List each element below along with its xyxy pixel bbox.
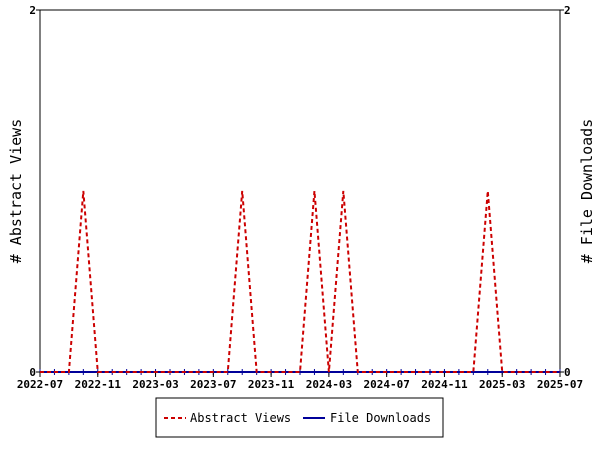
legend-label-file-downloads: File Downloads [330, 411, 431, 425]
x-axis-ticks: 2022-07 2022-11 2023-03 2023-07 2023-11 2024-… [17, 9, 583, 391]
x-tick-label: 2022-11 [75, 378, 122, 391]
legend-label-abstract-views: Abstract Views [190, 411, 291, 425]
x-tick-label: 2024-03 [306, 378, 352, 391]
x-tick-label: 2025-03 [479, 378, 525, 391]
series-lines [40, 190, 560, 373]
y-left-tick-label-bottom: 0 [29, 366, 36, 379]
y-axis-right-title: # File Downloads [578, 119, 596, 264]
x-tick-label: 2022-07 [17, 378, 63, 391]
x-tick-label: 2024-07 [363, 378, 409, 391]
legend: Abstract Views File Downloads [155, 397, 444, 438]
y-right-tick-label-bottom: 0 [564, 366, 571, 379]
x-tick-label: 2023-11 [248, 378, 295, 391]
x-tick-label: 2023-03 [132, 378, 178, 391]
x-tick-label: 2024-11 [421, 378, 468, 391]
y-left-tick-label-top: 2 [29, 4, 36, 17]
y-right-tick-label-top: 2 [564, 4, 571, 17]
y-axis-left-title: # Abstract Views [7, 119, 25, 264]
x-tick-label: 2023-07 [190, 378, 236, 391]
series-line-abstract-views [40, 190, 560, 373]
legend-box [155, 397, 444, 438]
plot-area [39, 9, 561, 373]
x-tick-label: 2025-07 [537, 378, 583, 391]
